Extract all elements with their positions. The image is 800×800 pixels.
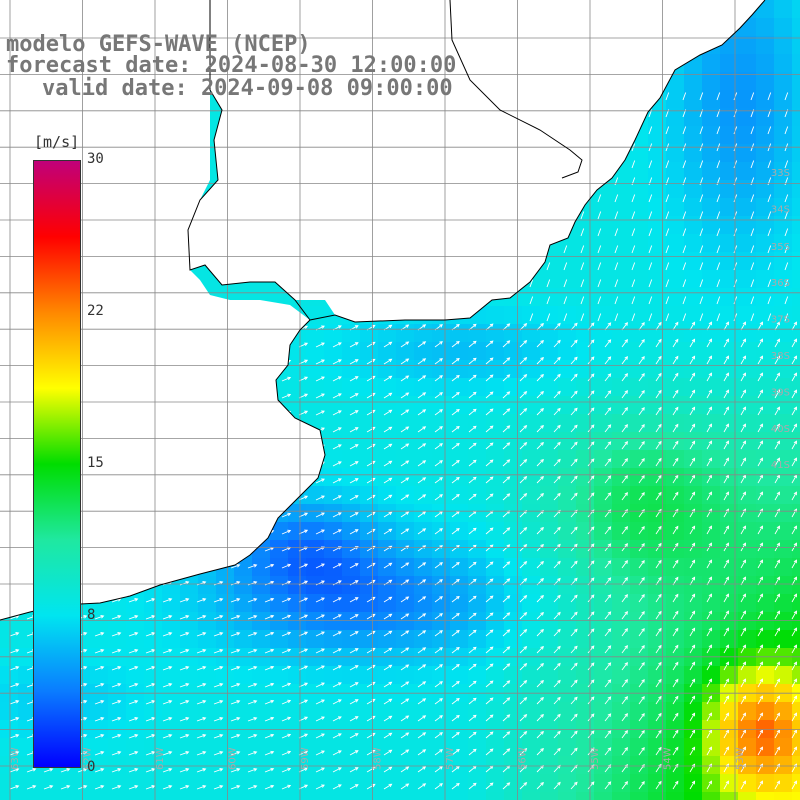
- lon-label: 59W: [300, 747, 311, 770]
- colorbar: [33, 160, 81, 768]
- lat-label: 33S: [771, 168, 790, 179]
- lat-label: 36S: [771, 278, 790, 289]
- lon-label: 60W: [228, 747, 239, 770]
- lat-label: 41S: [771, 460, 790, 471]
- lat-label: 38S: [771, 351, 790, 362]
- colorbar-tick-22: 22: [87, 303, 104, 319]
- lat-label: 39S: [771, 387, 790, 398]
- forecast-date: forecast date: 2024-08-30 12:00:00: [6, 53, 457, 78]
- lon-label: 57W: [445, 747, 456, 770]
- lat-label: 40S: [771, 424, 790, 435]
- lon-label: 54W: [663, 747, 674, 770]
- lon-label: 62W: [83, 747, 94, 770]
- model-title: modelo GEFS-WAVE (NCEP): [6, 32, 311, 57]
- lon-label: 53W: [735, 747, 746, 770]
- colorbar-tick-15: 15: [87, 455, 104, 471]
- land-mask: [0, 0, 765, 620]
- lat-label: 37S: [771, 315, 790, 326]
- colorbar-unit-label: [m/s]: [34, 133, 80, 151]
- lat-label: 35S: [771, 242, 790, 253]
- lon-label: 56W: [518, 747, 529, 770]
- coastline: [0, 0, 766, 621]
- lon-label: 61W: [155, 747, 166, 770]
- lon-label: 63W: [10, 747, 21, 770]
- valid-date: valid date: 2024-09-08 09:00:00: [42, 76, 453, 101]
- colorbar-tick-8: 8: [87, 607, 96, 623]
- lat-label: 34S: [771, 204, 790, 215]
- lon-label: 58W: [373, 747, 384, 770]
- colorbar-tick-30: 30: [87, 151, 104, 167]
- colorbar-tick-0: 0: [87, 759, 96, 775]
- longitude-labels: 63W 62W 61W 60W 59W 58W 57W 56W 55W 54W 53W: [10, 747, 746, 770]
- latitude-labels: 33S 34S 35S 36S 37S 38S 39S 40S 41S: [771, 168, 790, 471]
- lon-label: 55W: [590, 747, 601, 770]
